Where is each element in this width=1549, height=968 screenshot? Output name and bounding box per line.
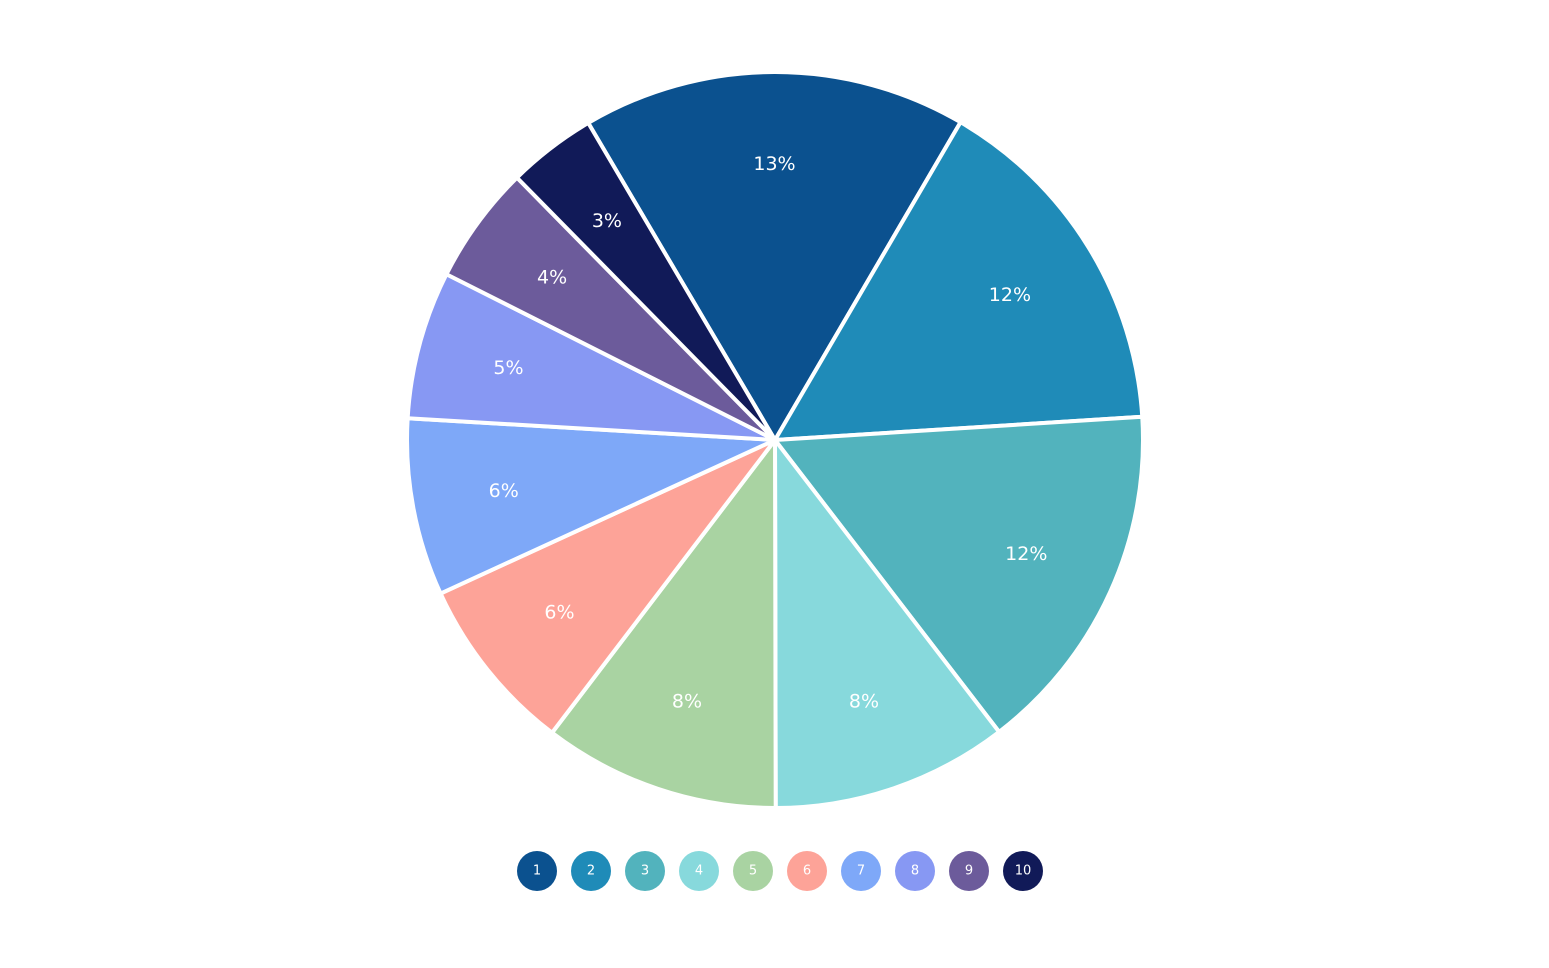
pie-slice-7: [405, 416, 777, 596]
slice-label-7: 6%: [489, 480, 519, 502]
legend-label-3: 3: [641, 864, 649, 879]
slice-label-5: 8%: [672, 691, 702, 713]
legend-label-2: 2: [587, 864, 595, 879]
legend-label-10: 10: [1015, 864, 1032, 879]
legend-label-1: 1: [533, 864, 541, 879]
legend-swatch-4: [679, 851, 719, 891]
slice-label-6: 6%: [544, 602, 574, 624]
legend-label-7: 7: [857, 864, 865, 879]
slice-label-1: 13%: [753, 153, 795, 175]
legend-swatch-8: [895, 851, 935, 891]
legend: 1 2 3 4 5 6 7 8 9 10: [517, 851, 1043, 891]
legend-item-8[interactable]: 8: [895, 851, 935, 891]
slice-label-2: 12%: [989, 284, 1031, 306]
legend-item-9[interactable]: 9: [949, 851, 989, 891]
legend-label-9: 9: [965, 864, 973, 879]
legend-label-5: 5: [749, 864, 757, 879]
pie-slice-5: [550, 438, 778, 811]
legend-item-3[interactable]: 3: [625, 851, 665, 891]
legend-label-6: 6: [803, 864, 811, 879]
pie-slice-10: [514, 120, 777, 442]
legend-item-2[interactable]: 2: [571, 851, 611, 891]
legend-swatch-5: [733, 851, 773, 891]
pie-slice-6: [438, 438, 777, 735]
slice-label-9: 4%: [537, 266, 567, 288]
pie-slice-8: [405, 272, 777, 442]
pie-slice-3: [773, 414, 1145, 734]
legend-item-4[interactable]: 4: [679, 851, 719, 891]
slice-label-8: 5%: [493, 357, 523, 379]
legend-item-10[interactable]: 10: [1003, 851, 1043, 891]
legend-label-4: 4: [695, 864, 703, 879]
pie-slice-4: [773, 438, 1002, 810]
legend-item-6[interactable]: 6: [787, 851, 827, 891]
legend-swatch-2: [571, 851, 611, 891]
legend-label-8: 8: [911, 864, 919, 879]
pie-slice-1: [586, 70, 963, 442]
pie-slice-2: [773, 120, 1145, 442]
legend-item-7[interactable]: 7: [841, 851, 881, 891]
pie-labels: 13% 12% 12% 8% 8% 6% 6% 5% 4% 3%: [489, 153, 1048, 713]
legend-swatch-10: [1003, 851, 1043, 891]
legend-swatch-1: [517, 851, 557, 891]
pie-slices: [405, 70, 1145, 811]
legend-swatch-9: [949, 851, 989, 891]
slice-label-10: 3%: [592, 210, 622, 232]
slice-label-3: 12%: [1005, 543, 1047, 565]
slice-label-4: 8%: [849, 690, 879, 712]
legend-item-1[interactable]: 1: [517, 851, 557, 891]
legend-swatch-7: [841, 851, 881, 891]
legend-item-5[interactable]: 5: [733, 851, 773, 891]
legend-swatch-6: [787, 851, 827, 891]
legend-swatch-3: [625, 851, 665, 891]
